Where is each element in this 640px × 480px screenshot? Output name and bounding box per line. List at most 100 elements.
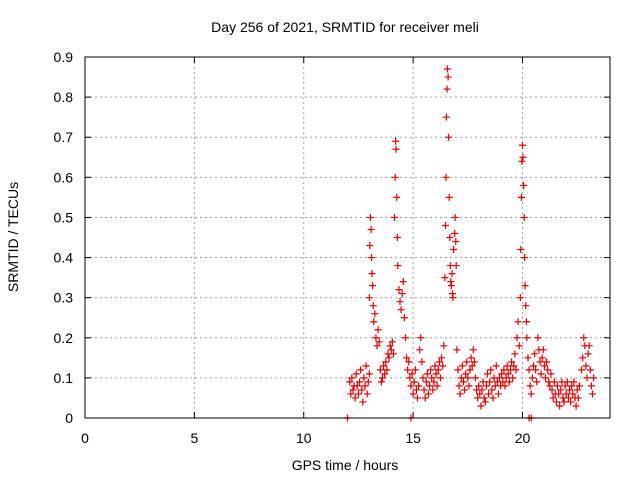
data-point xyxy=(453,346,461,354)
data-point xyxy=(456,390,464,398)
data-point xyxy=(420,386,428,394)
data-point xyxy=(383,366,391,374)
data-point xyxy=(422,378,430,386)
data-point xyxy=(589,390,596,398)
data-point xyxy=(432,370,440,378)
data-point xyxy=(486,378,494,386)
y-tick-label: 0.3 xyxy=(54,290,74,306)
x-axis-label: GPS time / hours xyxy=(292,457,399,473)
data-point xyxy=(441,274,449,282)
data-point xyxy=(521,254,529,262)
data-point xyxy=(377,378,385,386)
data-point xyxy=(448,270,456,278)
data-point xyxy=(524,354,532,362)
data-point xyxy=(584,350,592,358)
data-point xyxy=(365,294,373,302)
data-point xyxy=(360,374,368,382)
data-point xyxy=(373,342,381,350)
data-point xyxy=(423,370,431,378)
data-point xyxy=(362,362,370,370)
data-point xyxy=(461,386,469,394)
data-point xyxy=(586,366,594,374)
data-point xyxy=(468,362,476,370)
data-point xyxy=(429,386,437,394)
data-point xyxy=(501,382,509,390)
y-axis-label: SRMTID / TECUs xyxy=(5,182,21,292)
data-point xyxy=(442,221,449,229)
data-point xyxy=(522,302,530,310)
data-point xyxy=(464,374,472,382)
data-point xyxy=(563,378,571,386)
data-point xyxy=(512,366,520,374)
data-point xyxy=(489,394,497,402)
data-point xyxy=(532,366,540,374)
data-point xyxy=(397,306,405,314)
data-point xyxy=(580,334,588,342)
data-point xyxy=(443,65,451,73)
data-point xyxy=(554,382,561,390)
data-point xyxy=(522,318,530,326)
data-point xyxy=(547,370,555,378)
data-point xyxy=(382,358,390,366)
data-point xyxy=(349,386,357,394)
data-point xyxy=(479,378,487,386)
data-point xyxy=(569,390,577,398)
chart-title: Day 256 of 2021, SRMTID for receiver mel… xyxy=(211,19,479,35)
data-point xyxy=(505,378,513,386)
data-point xyxy=(502,374,510,382)
data-point xyxy=(434,366,442,374)
data-point xyxy=(369,282,377,290)
data-point xyxy=(391,213,399,221)
data-point xyxy=(438,354,446,362)
data-point xyxy=(410,378,418,386)
data-point xyxy=(511,350,519,358)
data-point xyxy=(353,382,361,390)
data-point xyxy=(435,358,443,366)
data-point xyxy=(478,386,486,394)
data-point xyxy=(465,382,473,390)
data-point xyxy=(364,378,372,386)
data-point xyxy=(543,358,551,366)
data-point xyxy=(519,141,526,149)
axis-ticks: 0 0.1 0.2 0.3 0.4 0.5 0.6 0.7 0.8 0.9 0 5 10 15 20 xyxy=(54,49,610,446)
data-point xyxy=(439,362,447,370)
data-point xyxy=(492,362,500,370)
data-point xyxy=(352,370,360,378)
data-point xyxy=(474,394,482,402)
y-tick-label: 0.9 xyxy=(54,49,74,65)
data-point xyxy=(528,374,536,382)
x-tick-label: 10 xyxy=(296,430,312,446)
data-point xyxy=(525,366,533,374)
data-point xyxy=(539,346,547,354)
data-point xyxy=(351,394,359,402)
data-point xyxy=(444,73,452,81)
data-point xyxy=(457,374,465,382)
data-point xyxy=(368,270,376,278)
data-point xyxy=(424,390,432,398)
data-point xyxy=(375,338,383,346)
data-point xyxy=(517,246,525,254)
y-tick-label: 0.5 xyxy=(54,209,74,225)
data-point xyxy=(557,386,565,394)
data-point xyxy=(529,362,537,370)
y-tick-label: 0.2 xyxy=(54,330,74,346)
data-point xyxy=(418,358,426,366)
data-point xyxy=(562,390,570,398)
data-point xyxy=(570,378,578,386)
data-point xyxy=(347,390,355,398)
data-point xyxy=(568,382,576,390)
x-tick-label: 5 xyxy=(190,430,198,446)
data-point xyxy=(537,370,545,378)
data-point xyxy=(534,334,542,342)
data-point xyxy=(484,370,491,378)
data-point xyxy=(393,193,401,201)
data-point xyxy=(499,378,507,386)
data-point xyxy=(369,302,377,310)
data-point xyxy=(510,362,518,370)
data-point xyxy=(372,334,380,342)
data-point xyxy=(415,382,423,390)
data-point xyxy=(379,374,386,382)
data-point xyxy=(405,358,413,366)
data-point xyxy=(485,390,493,398)
data-point xyxy=(455,382,463,390)
